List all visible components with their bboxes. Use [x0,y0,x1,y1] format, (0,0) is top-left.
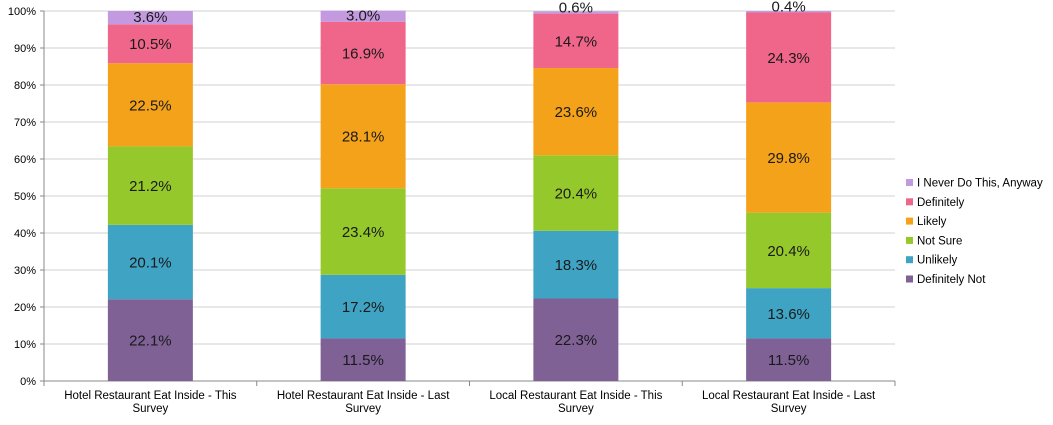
y-tick-label: 70% [14,117,36,129]
data-label: 17.2% [342,299,385,316]
data-label: 3.6% [133,9,167,26]
x-category-label: Local Restaurant Eat Inside - This Survey [489,390,662,415]
data-label: 24.3% [767,50,810,67]
legend-swatch [906,179,913,186]
bar-segment [107,24,193,64]
legend-swatch [906,256,913,264]
legend-label: Definitely Not [917,274,986,286]
legend-swatch [906,275,913,283]
bar-segment [320,21,406,85]
x-category-label: Hotel Restaurant Eat Inside - Last Survey [277,390,450,415]
data-label: 3.0% [346,8,380,25]
legend-label: Unlikely [917,255,958,267]
data-label: 22.3% [555,332,598,349]
bar-segment [320,84,406,189]
bar-segment [746,338,832,381]
bar-segment [320,274,406,339]
data-label: 0.4% [772,0,806,15]
data-labels: 22.1% 20.1% 21.2% 22.5% 10.5% 3.6% 11.5% 17.2% 2… [129,0,810,369]
y-tick-label: 90% [14,43,36,55]
data-label: 20.1% [129,255,172,272]
axes: 0% 10% 20% 30% 40% 50% 60% 70% 80% 90% 100% Hotel R… [8,6,896,415]
bar-segment [746,212,832,289]
bar-segment [320,188,406,275]
y-tick-label: 0% [20,376,36,388]
data-label: 13.6% [767,306,810,323]
bars [107,10,832,381]
legend-label: Likely [917,216,947,228]
bar-segment [107,11,193,25]
y-tick-label: 40% [14,228,36,240]
data-label: 23.6% [555,104,598,121]
data-label: 28.1% [342,129,385,146]
data-label: 11.5% [342,352,383,369]
bar-segment [746,288,832,339]
bar-segment [746,12,832,103]
legend-label: Not Sure [917,235,962,247]
data-label: 20.4% [555,186,598,203]
y-tick-label: 30% [14,265,36,277]
y-tick-label: 100% [8,6,36,18]
y-tick-label: 10% [14,339,36,351]
y-tick-label: 20% [14,302,36,314]
bar-segment [320,338,406,381]
data-label: 21.2% [129,178,172,195]
bar-segment [107,224,193,300]
bar-segment [746,11,832,13]
legend-swatch [906,217,913,225]
bar-segment [107,63,193,147]
y-tick-label: 60% [14,154,36,166]
data-label: 11.5% [768,352,809,369]
bar-segment [107,299,193,381]
data-label: 14.7% [555,33,598,50]
data-label: 20.4% [767,243,810,260]
bar-segment [107,146,193,225]
data-label: 23.4% [342,224,385,241]
legend-swatch [906,198,913,206]
bar-segment [533,13,619,68]
data-label: 10.5% [129,36,172,53]
bar-segment [320,10,406,22]
data-label: 29.8% [767,150,810,167]
x-category-label: Local Restaurant Eat Inside - Last Survey [702,390,876,415]
legend-label: I Never Do This, Anyway [917,178,1043,190]
bar-segment [533,230,619,299]
bar-segment [533,298,619,381]
data-label: 16.9% [342,45,385,62]
data-label: 0.6% [559,0,593,17]
legend-label: Definitely [917,197,965,209]
data-label: 18.3% [555,257,598,274]
y-tick-label: 80% [14,80,36,92]
bar-segment [533,11,619,14]
legend-swatch [906,236,913,244]
data-label: 22.1% [129,333,172,350]
x-category-label: Hotel Restaurant Eat Inside - This Survey [64,390,237,415]
bar-segment [533,67,619,156]
data-label: 22.5% [129,97,172,114]
bar-segment [533,155,619,231]
y-tick-label: 50% [14,191,36,203]
legend: I Never Do This, Anyway Definitely Likely N… [906,178,1043,286]
bar-segment [746,102,832,213]
